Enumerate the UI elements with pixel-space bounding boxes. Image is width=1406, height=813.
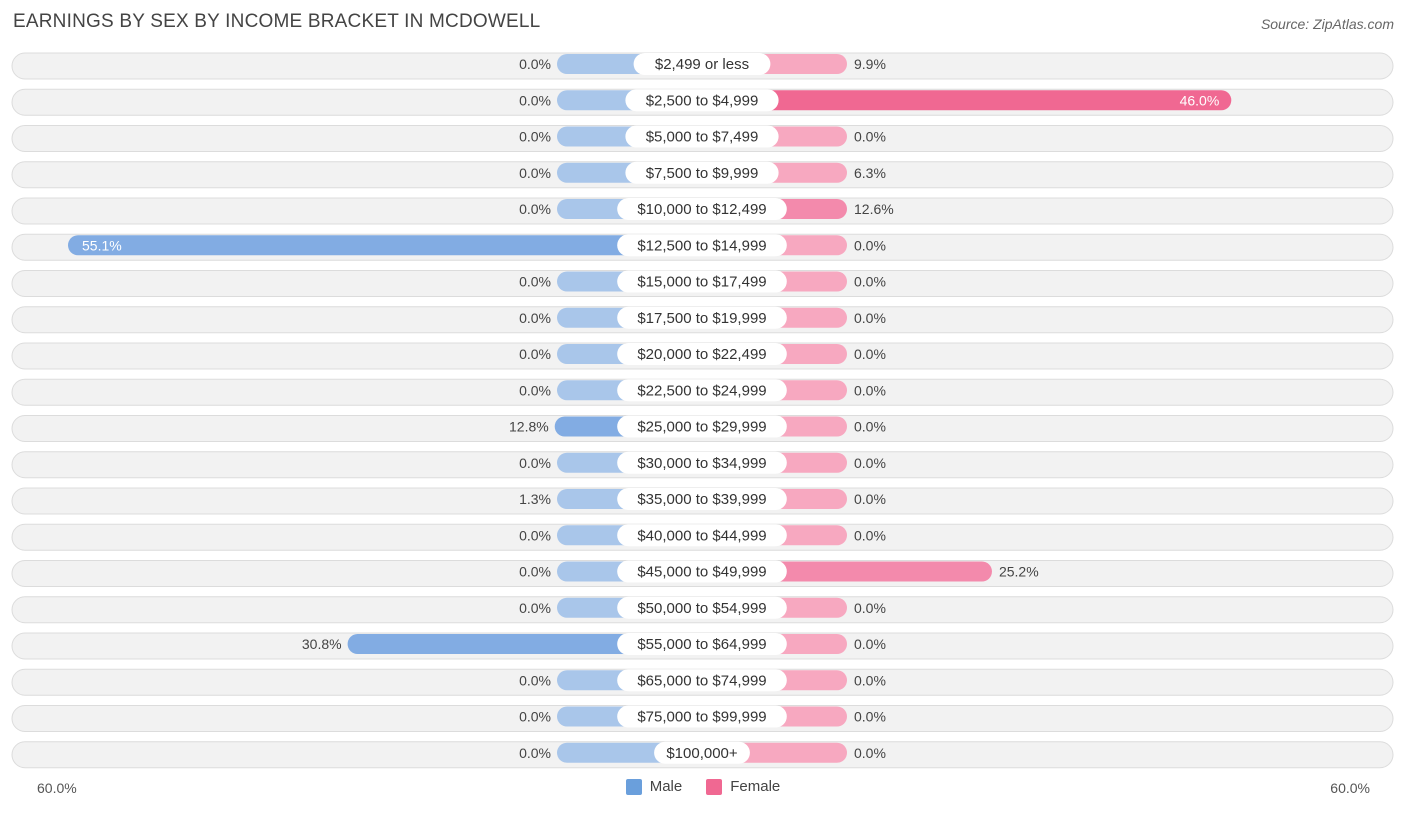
category-label-bg [617,198,787,220]
source-label: Source: ZipAtlas.com [1260,16,1394,32]
category-label-bg [617,596,787,619]
legend-label-male: Male [649,778,683,795]
category-label: $17,500 to $19,999 [637,310,766,327]
value-label-female: 0.0% [854,672,886,688]
value-label-female: 0.0% [854,310,886,326]
category-label: $100,000+ [666,745,738,762]
value-label-male: 12.8% [509,419,549,435]
value-label-male: 0.0% [519,672,551,688]
value-label-female: 0.0% [854,382,886,398]
legend: Male Female [0,778,1406,795]
value-label-male: 0.0% [519,129,551,145]
value-label-male: 0.0% [519,165,551,181]
value-label-female: 0.0% [854,600,886,616]
chart-title: EARNINGS BY SEX BY INCOME BRACKET IN MCD… [13,11,541,32]
value-label-male: 0.0% [519,527,551,543]
category-label: $30,000 to $34,999 [637,455,766,472]
value-label-female: 9.9% [854,56,886,72]
category-label-bg [654,741,750,764]
value-label-male: 55.1% [82,237,122,253]
value-label-male: 0.0% [519,745,551,761]
value-label-female: 0.0% [854,274,886,290]
value-label-male: 0.0% [519,274,551,290]
value-label-male: 0.0% [519,201,551,217]
category-label: $50,000 to $54,999 [637,600,766,617]
category-label-bg [617,560,787,583]
value-label-male: 0.0% [519,709,551,725]
category-label: $45,000 to $49,999 [637,564,766,581]
value-label-female: 0.0% [854,491,886,507]
category-label: $55,000 to $64,999 [637,636,766,653]
value-label-male: 0.0% [519,310,551,326]
category-label-bg [617,415,787,438]
category-label: $20,000 to $22,499 [637,346,766,363]
category-label-bg [625,89,779,112]
category-label: $35,000 to $39,999 [637,491,766,508]
value-label-female: 46.0% [1180,92,1220,108]
category-label: $65,000 to $74,999 [637,672,766,689]
category-label: $25,000 to $29,999 [637,419,766,436]
value-label-female: 0.0% [854,419,886,435]
category-label: $40,000 to $44,999 [637,527,766,544]
axis-left-label: 60.0% [37,780,77,796]
category-label-bg [617,705,787,728]
value-label-male: 0.0% [519,92,551,108]
category-label: $2,500 to $4,999 [646,92,759,109]
value-label-female: 6.3% [854,165,886,181]
value-label-female: 0.0% [854,527,886,543]
legend-swatch-female [706,778,723,795]
value-label-female: 25.2% [999,564,1039,580]
value-label-female: 0.0% [854,129,886,145]
value-label-male: 30.8% [302,636,342,652]
value-label-female: 12.6% [854,201,894,217]
category-label-bg [617,234,787,257]
value-label-female: 0.0% [854,636,886,652]
legend-label-female: Female [730,778,781,795]
value-label-male: 0.0% [519,600,551,616]
value-label-female: 0.0% [854,455,886,471]
category-label: $22,500 to $24,999 [637,382,766,399]
category-label: $75,000 to $99,999 [637,709,766,726]
category-label-bg [633,53,771,75]
category-label-bg [617,306,787,329]
value-label-male: 0.0% [519,564,551,580]
category-label: $5,000 to $7,499 [646,129,759,146]
category-label-bg [617,633,787,655]
value-label-male: 0.0% [519,346,551,362]
category-label-bg [617,488,787,510]
value-label-female: 0.0% [854,745,886,761]
category-label-bg [625,125,779,148]
value-label-male: 1.3% [519,491,551,507]
category-label-bg [617,379,787,402]
legend-item-female[interactable]: Female [706,778,780,795]
value-label-female: 0.0% [854,709,886,725]
axis-right-label: 60.0% [1330,780,1370,796]
value-label-male: 0.0% [519,382,551,398]
value-label-female: 0.0% [854,346,886,362]
category-label: $7,500 to $9,999 [646,165,759,182]
value-label-male: 0.0% [519,455,551,471]
category-label-bg [617,270,787,293]
category-label-bg [617,343,787,365]
category-label: $12,500 to $14,999 [637,237,766,254]
legend-swatch-male [625,778,642,795]
category-label-bg [617,524,787,547]
bar-male [68,235,702,256]
bar-male [347,634,702,654]
category-label-bg [625,161,779,184]
legend-item-male[interactable]: Male [625,778,683,795]
bar-female [702,90,1232,111]
category-label-bg [617,669,787,692]
category-label: $15,000 to $17,499 [637,274,766,291]
value-label-male: 0.0% [519,56,551,72]
chart-canvas: $2,499 or less 0.0% 9.9% $2,500 to $4,999 0.… [11,52,1394,769]
category-label-bg [617,451,787,474]
value-label-female: 0.0% [854,237,886,253]
category-label: $10,000 to $12,499 [637,201,766,218]
category-label: $2,499 or less [655,56,749,73]
